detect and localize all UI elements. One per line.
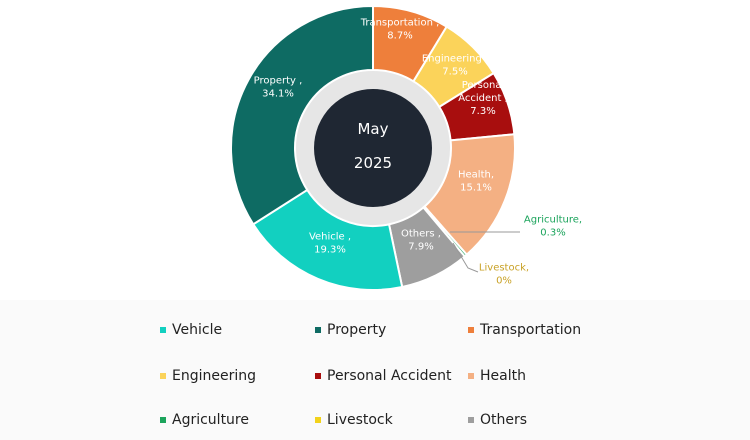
legend-item-livestock: Livestock — [315, 412, 393, 428]
slice-label-transportation: Transportation , — [360, 18, 440, 29]
leader-line-livestock — [452, 242, 479, 273]
legend-item-property: Property — [315, 322, 386, 338]
legend-label: Health — [480, 368, 526, 384]
center-label-month: May — [357, 120, 388, 138]
slice-label-personal-accident: 7.3% — [470, 106, 495, 117]
slice-label-personal-accident: Personal — [462, 80, 505, 91]
slice-label-agriculture: 0.3% — [540, 228, 565, 239]
slice-label-vehicle: Vehicle , — [309, 232, 351, 243]
legend-item-agriculture: Agriculture — [160, 412, 249, 428]
legend-swatch — [468, 417, 474, 423]
slice-label-engineering: Engineering , — [422, 54, 488, 65]
donut-chart: May 2025 Transportation , 8.7% Engineering ,… — [230, 4, 582, 291]
slice-label-property: 34.1% — [262, 89, 294, 100]
slice-label-livestock: Livestock, — [479, 263, 529, 274]
chart-legend: Vehicle Property Transportation Engineering… — [0, 300, 750, 440]
slice-label-vehicle: 19.3% — [314, 245, 346, 256]
legend-label: Engineering — [172, 368, 256, 384]
legend-label: Vehicle — [172, 322, 223, 338]
legend-label: Others — [480, 412, 528, 428]
legend-item-engineering: Engineering — [160, 368, 256, 384]
slice-label-engineering: 7.5% — [442, 67, 467, 78]
slice-label-livestock: 0% — [496, 276, 512, 287]
legend-swatch — [160, 417, 166, 423]
slice-vehicle — [251, 188, 404, 291]
legend-swatch — [315, 417, 321, 423]
legend-swatch — [160, 327, 166, 333]
legend-swatch — [468, 373, 474, 379]
legend-item-vehicle: Vehicle — [160, 322, 222, 338]
center-label-year: 2025 — [354, 154, 392, 172]
slice-label-health: 15.1% — [460, 183, 492, 194]
legend-swatch — [160, 373, 166, 379]
slice-label-transportation: 8.7% — [387, 31, 412, 42]
slice-label-others: Others , — [401, 229, 441, 240]
slice-label-others: 7.9% — [408, 242, 433, 253]
legend-label: Property — [327, 322, 387, 338]
legend-label: Livestock — [327, 412, 393, 428]
slice-label-property: Property , — [254, 76, 303, 87]
center-disc — [314, 89, 432, 207]
slice-label-agriculture: Agriculture, — [524, 215, 582, 226]
legend-swatch — [315, 373, 321, 379]
legend-swatch — [468, 327, 474, 333]
legend-label: Transportation — [480, 322, 582, 338]
legend-item-personal-accident: Personal Accident — [315, 368, 451, 384]
legend-swatch — [315, 327, 321, 333]
legend-label: Agriculture — [172, 412, 249, 428]
legend-item-transportation: Transportation — [468, 322, 581, 338]
slice-label-health: Health, — [458, 170, 494, 181]
legend-item-health: Health — [468, 368, 526, 384]
slice-property — [230, 4, 374, 226]
legend-item-others: Others — [468, 412, 527, 428]
legend-label: Personal Accident — [327, 368, 452, 384]
slice-label-personal-accident: Accident , — [458, 93, 508, 104]
